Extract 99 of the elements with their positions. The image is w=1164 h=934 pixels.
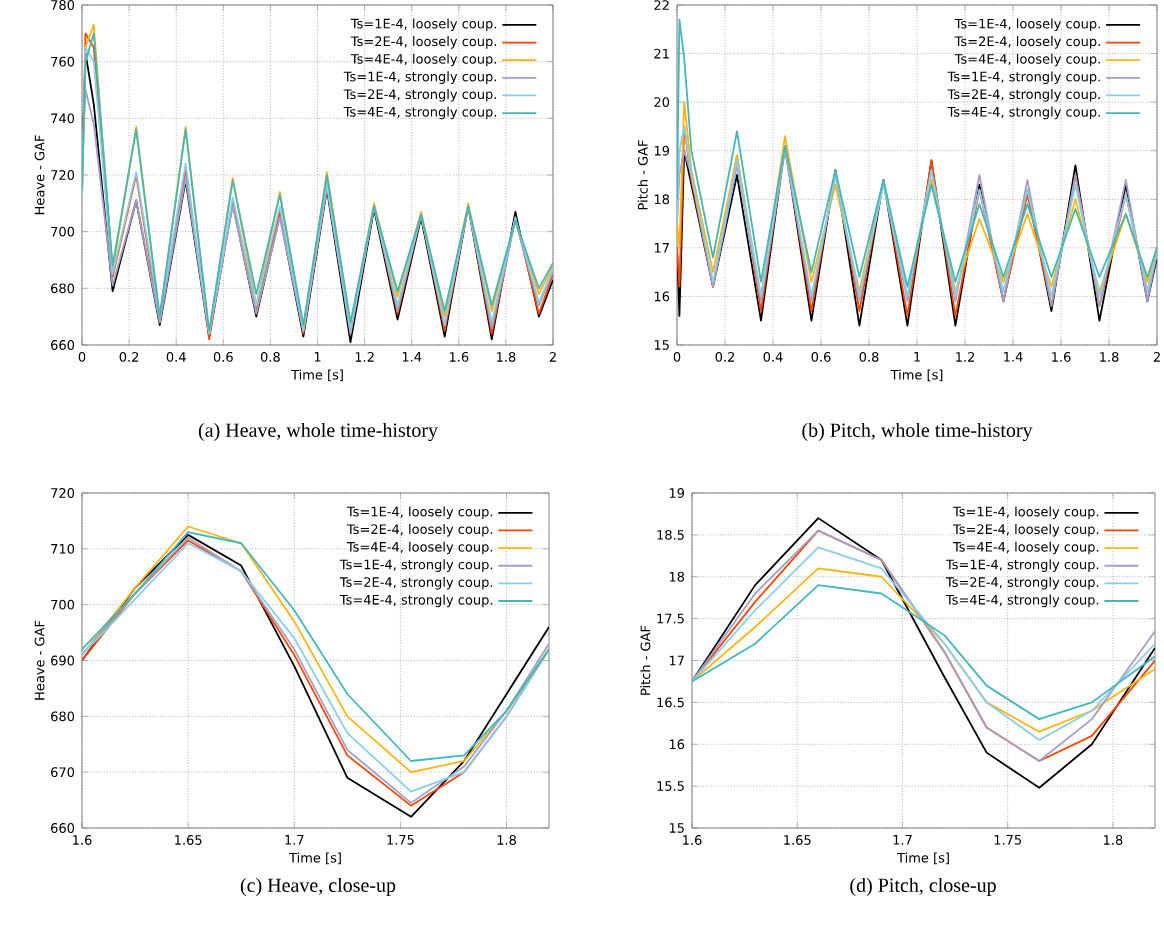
y-tick-label: 21: [654, 48, 669, 59]
x-tick-label: 0.4: [763, 352, 783, 362]
legend-label: Ts=2E-4, strongly coup.: [339, 576, 493, 590]
y-tick-label: 680: [51, 711, 75, 722]
legend-label: Ts=2E-4, loosely coup.: [952, 524, 1099, 537]
y-tick-label: 720: [51, 488, 75, 498]
y-axis-title: Heave - GAF: [34, 135, 45, 215]
x-tick-label: 1.7: [893, 835, 912, 845]
x-tick-label: 1.8: [497, 835, 516, 845]
x-tick-label: 0.6: [811, 352, 831, 362]
x-tick-label: 1.8: [497, 352, 516, 362]
text: (b) Pitch, whole time-history: [802, 422, 1033, 442]
x-tick-label: 1.2: [956, 352, 975, 362]
y-tick-label: 15: [654, 340, 669, 350]
x-tick-label: 1.65: [175, 835, 202, 845]
y-tick-label: 670: [51, 767, 75, 778]
y-tick-label: 16: [654, 291, 670, 302]
x-tick-label: 1.7: [285, 835, 304, 845]
text: (d) Pitch, close-up: [850, 877, 996, 897]
legend-label: Ts=1E-4, strongly coup.: [945, 559, 1099, 572]
y-axis-title: Pitch - GAF: [640, 625, 651, 695]
y-tick-label: 780: [51, 0, 75, 10]
y-tick-label: 18.5: [657, 529, 684, 540]
y-tick-label: 660: [51, 823, 75, 833]
legend-label: Ts=4E-4, loosely coup.: [952, 541, 1099, 555]
x-axis-title: Time [s]: [890, 369, 943, 382]
y-tick-label: 19: [669, 488, 685, 498]
x-tick-label: 2: [549, 352, 556, 362]
x-tick-label: 1.65: [784, 835, 811, 845]
x-tick-label: 1: [314, 352, 321, 362]
x-tick-label: 0.2: [119, 352, 139, 362]
legend-label: Ts=1E-4, loosely coup.: [954, 18, 1100, 32]
x-tick-label: 1.6: [683, 835, 702, 845]
legend-label: Ts=4E-4, loosely coup.: [954, 53, 1100, 67]
x-tick-label: 1.8: [1104, 835, 1123, 845]
legend-label: Ts=2E-4, loosely coup.: [346, 524, 493, 537]
x-axis-title: Time [s]: [897, 852, 949, 865]
y-tick-label: 720: [51, 170, 75, 180]
x-tick-label: 0.6: [213, 352, 233, 362]
y-tick-label: 20: [654, 97, 670, 108]
y-tick-label: 17: [669, 655, 684, 666]
y-tick-label: 690: [51, 655, 75, 666]
text: (c) Heave, close-up: [240, 877, 396, 897]
y-tick-label: 760: [51, 56, 75, 67]
legend-label: Ts=1E-4, strongly coup.: [947, 71, 1100, 84]
y-tick-label: 17: [654, 243, 669, 253]
x-tick-label: 1.4: [1004, 352, 1023, 362]
x-tick-label: 0.4: [166, 352, 186, 362]
legend-label: Ts=4E-4, strongly coup.: [945, 594, 1099, 608]
x-tick-label: 0: [673, 352, 681, 362]
legend-label: Ts=2E-4, strongly coup.: [945, 576, 1099, 590]
y-tick-label: 700: [51, 226, 75, 237]
legend-label: Ts=1E-4, strongly coup.: [343, 71, 497, 84]
y-tick-label: 16: [669, 739, 685, 750]
x-tick-label: 0.8: [859, 352, 879, 362]
x-tick-label: 0.8: [260, 352, 280, 362]
y-tick-label: 18: [669, 571, 685, 582]
y-tick-label: 680: [51, 283, 75, 294]
y-tick-label: 15.5: [657, 781, 684, 791]
legend-label: Ts=4E-4, strongly coup.: [343, 106, 497, 120]
legend-label: Ts=1E-4, loosely coup.: [350, 18, 497, 32]
x-tick-label: 1.4: [402, 352, 422, 362]
y-tick-label: 710: [51, 543, 75, 554]
legend-label: Ts=4E-4, strongly coup.: [339, 594, 493, 608]
x-tick-label: 1.6: [1052, 352, 1071, 362]
legend-label: Ts=4E-4, loosely coup.: [346, 541, 493, 555]
x-tick-label: 1.2: [355, 352, 374, 362]
y-tick-label: 660: [51, 340, 75, 350]
x-tick-label: 1.75: [387, 835, 414, 845]
x-tick-label: 1.8: [1100, 352, 1119, 362]
y-tick-label: 22: [654, 0, 669, 10]
x-tick-label: 2: [1153, 352, 1160, 362]
y-tick-label: 16.5: [657, 697, 684, 708]
y-axis-title: Pitch - GAF: [637, 140, 648, 210]
legend-label: Ts=4E-4, strongly coup.: [947, 106, 1100, 120]
x-tick-label: 0: [78, 352, 86, 362]
x-tick-label: 1: [914, 352, 920, 362]
x-tick-label: 1.75: [994, 835, 1022, 845]
y-axis-title: Heave - GAF: [34, 620, 45, 700]
legend-label: Ts=1E-4, strongly coup.: [339, 559, 493, 572]
legend-label: Ts=4E-4, loosely coup.: [350, 53, 497, 67]
legend-label: Ts=2E-4, strongly coup.: [343, 89, 497, 102]
text: (a) Heave, whole time-history: [198, 422, 438, 442]
x-tick-label: 1.6: [73, 835, 92, 845]
y-tick-label: 19: [654, 145, 670, 156]
x-tick-label: 1.6: [449, 352, 469, 362]
x-axis-title: Time [s]: [291, 369, 343, 382]
y-tick-label: 700: [51, 599, 75, 610]
legend-label: Ts=1E-4, loosely coup.: [346, 506, 493, 519]
y-tick-label: 17.5: [657, 613, 684, 624]
legend-label: Ts=2E-4, loosely coup.: [954, 36, 1100, 49]
legend-label: Ts=1E-4, loosely coup.: [952, 506, 1099, 519]
y-tick-label: 18: [654, 194, 670, 205]
legend-label: Ts=2E-4, loosely coup.: [350, 36, 497, 49]
y-tick-label: 740: [51, 113, 75, 124]
legend-label: Ts=2E-4, strongly coup.: [947, 89, 1100, 102]
x-axis-title: Time [s]: [289, 852, 341, 865]
x-tick-label: 0.2: [715, 352, 735, 362]
y-tick-label: 15: [669, 823, 684, 833]
